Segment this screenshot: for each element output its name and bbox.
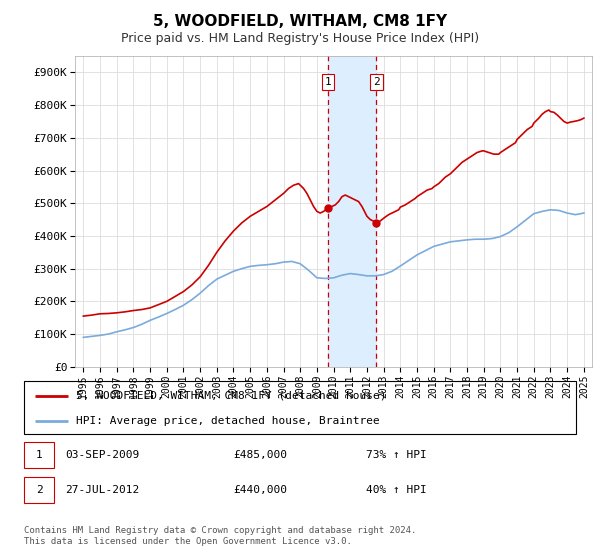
Text: £485,000: £485,000 — [234, 450, 288, 460]
Text: £440,000: £440,000 — [234, 485, 288, 495]
Text: 27-JUL-2012: 27-JUL-2012 — [65, 485, 140, 495]
Text: 2: 2 — [36, 485, 43, 495]
Text: 03-SEP-2009: 03-SEP-2009 — [65, 450, 140, 460]
Text: 1: 1 — [36, 450, 43, 460]
Text: 5, WOODFIELD, WITHAM, CM8 1FY: 5, WOODFIELD, WITHAM, CM8 1FY — [153, 14, 447, 29]
Text: 2: 2 — [373, 77, 380, 87]
Bar — [24, 442, 55, 468]
Text: 73% ↑ HPI: 73% ↑ HPI — [366, 450, 427, 460]
Text: 40% ↑ HPI: 40% ↑ HPI — [366, 485, 427, 495]
Text: 5, WOODFIELD, WITHAM, CM8 1FY (detached house): 5, WOODFIELD, WITHAM, CM8 1FY (detached … — [76, 391, 387, 401]
Text: Price paid vs. HM Land Registry's House Price Index (HPI): Price paid vs. HM Land Registry's House … — [121, 32, 479, 45]
Bar — [328, 56, 376, 367]
Text: HPI: Average price, detached house, Braintree: HPI: Average price, detached house, Brai… — [76, 416, 380, 426]
Bar — [24, 477, 55, 503]
Text: Contains HM Land Registry data © Crown copyright and database right 2024.
This d: Contains HM Land Registry data © Crown c… — [24, 526, 416, 546]
Text: 1: 1 — [325, 77, 331, 87]
